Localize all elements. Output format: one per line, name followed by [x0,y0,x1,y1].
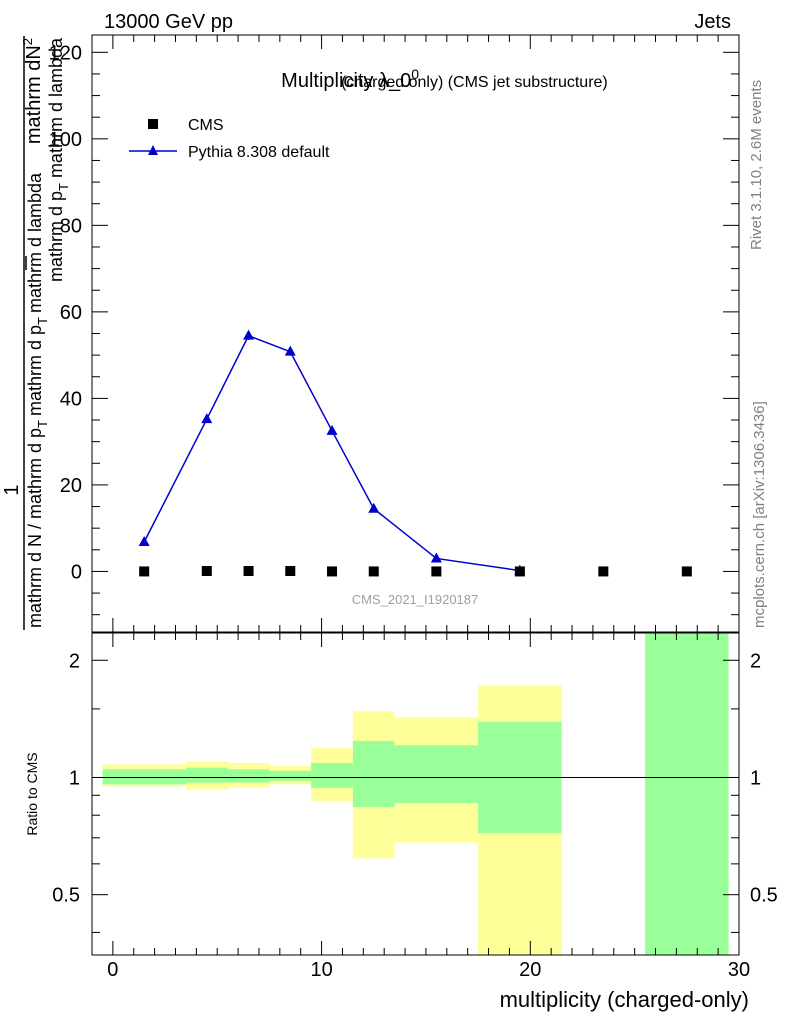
main-axis-ticks: 0 20 40 60 80 100 120 [49,35,740,632]
ratio-band-inner [227,769,270,783]
cms-point [201,566,212,577]
cms-point [368,566,379,577]
x-tick-label: 30 [728,959,750,981]
ratio-y-tick-label: 2 [69,650,80,672]
ratio-y-tick-label: 1 [69,767,80,789]
ratio-band-inner [352,741,395,807]
cms-point [431,566,442,577]
pythia-point [243,329,255,340]
ratio-band-inner [311,762,353,788]
cms-point [243,566,254,577]
y-label-numerator-den: mathrm d pT mathrm d lambda [46,37,71,282]
y-tick-label: 80 [60,215,82,237]
ratio-band-inner [645,633,729,955]
cms-point [327,566,338,577]
y-label-numerator: mathrm dN2 [20,38,45,144]
x-tick-label: 10 [310,959,332,981]
cms-point [681,566,692,577]
legend-pythia-marker [148,145,158,155]
x-tick-label: 20 [519,959,541,981]
y-tick-label: 60 [60,302,82,324]
pythia-point [326,424,338,435]
legend-pythia-label: Pythia 8.308 default [188,144,330,161]
pythia-point [368,502,380,513]
y-label-denominator: mathrm d N / mathrm d pTmathrm d pTmathr… [25,172,50,628]
ratio-uncertainty-bands [92,633,739,955]
y-tick-label: 20 [60,475,82,497]
ratio-axis-ticks: 0.5 0.5 1 1 2 2 [52,633,778,955]
y-tick-label: 0 [71,561,82,583]
plot-title-suffix: (charged only) (CMS jet substructure) [341,74,608,91]
ratio-y-label: Ratio to CMS [24,752,40,835]
pythia-point [201,413,213,424]
ratio-plot-panel: 0.5 0.5 1 1 2 2 [52,632,778,956]
cms-point [514,566,525,577]
legend-cms-label: CMS [188,117,224,134]
pythia-point [430,552,442,563]
ratio-band-inner [102,769,186,785]
x-tick-labels: 0 10 20 30 [107,959,750,981]
y-tick-label: 100 [49,129,82,151]
ratio-y-tick-label: 0.5 [52,885,80,907]
legend: CMS Pythia 8.308 default [129,117,330,161]
main-plot-panel: 0 20 40 60 80 100 120 Multiplicity λ_00 (charg… [49,34,740,633]
pythia-line [143,334,520,572]
main-y-axis-label: mathrm dN2 mathrm d pT mathrm d lambda 1… [1,36,71,630]
y-tick-label: 120 [49,42,82,64]
rivet-version-label: Rivet 3.1.10, 2.6M events [748,80,765,250]
ratio-band-inner [269,770,312,781]
x-tick-label: 0 [107,959,118,981]
ratio-y-tick-label-right: 1 [750,767,761,789]
ratio-y-tick-label-right: 0.5 [750,885,778,907]
plot-title-main: Multiplicity λ_00 [281,66,419,92]
pythia-point [284,345,296,356]
energy-label: 13000 GeV pp [104,11,233,33]
ratio-plot-frame [91,632,740,956]
legend-cms-marker [148,119,158,129]
y-label-one: 1 [1,484,23,495]
x-axis-label: multiplicity (charged-only) [500,987,749,1012]
ratio-band-inner [185,767,228,783]
analysis-id: CMS_2021_I1920187 [352,592,479,607]
cms-point [139,566,150,577]
ratio-band-inner [394,745,479,803]
main-data-layer [138,329,692,577]
category-label: Jets [694,11,731,33]
ratio-y-tick-label-right: 2 [750,650,761,672]
pythia-point [138,536,150,547]
mcplots-credit-label: mcplots.cern.ch [arXiv:1306.3436] [751,401,768,628]
y-tick-label: 40 [60,388,82,410]
cms-point [285,566,296,577]
cms-point [598,566,609,577]
